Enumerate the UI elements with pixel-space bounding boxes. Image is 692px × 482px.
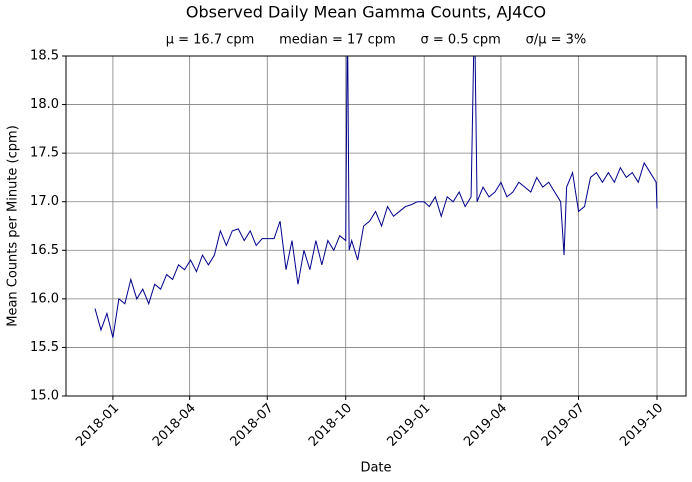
x-tick-label: 2019-07 [539, 401, 588, 450]
x-tick-label: 2018-10 [306, 401, 355, 450]
y-tick-label: 18.0 [30, 97, 59, 112]
y-tick-label: 15.0 [30, 389, 59, 404]
x-tick-label: 2018-07 [228, 401, 277, 450]
x-axis-label: Date [360, 461, 391, 476]
y-tick-label: 17.0 [30, 194, 59, 209]
x-tick-label: 2019-01 [384, 401, 433, 450]
x-tick-label: 2019-10 [617, 401, 666, 450]
y-tick-label: 16.5 [30, 243, 59, 258]
plot-frame [65, 55, 687, 397]
y-tick-label: 15.5 [30, 340, 59, 355]
x-tick-label: 2019-04 [461, 401, 510, 450]
data-line [94, 56, 658, 338]
y-tick-label: 17.5 [30, 146, 59, 161]
chart-title: Observed Daily Mean Gamma Counts, AJ4CO [186, 3, 546, 22]
plot-area [94, 56, 658, 338]
x-tick-label: 2018-04 [150, 401, 199, 450]
y-axis-label: Mean Counts per Minute (cpm) [6, 125, 21, 327]
chart-subtitle: μ = 16.7 cpm median = 17 cpm σ = 0.5 cpm… [166, 33, 587, 48]
y-tick-label: 18.5 [30, 49, 59, 64]
y-tick-label: 16.0 [30, 291, 59, 306]
x-tick-label: 2018-01 [73, 401, 122, 450]
